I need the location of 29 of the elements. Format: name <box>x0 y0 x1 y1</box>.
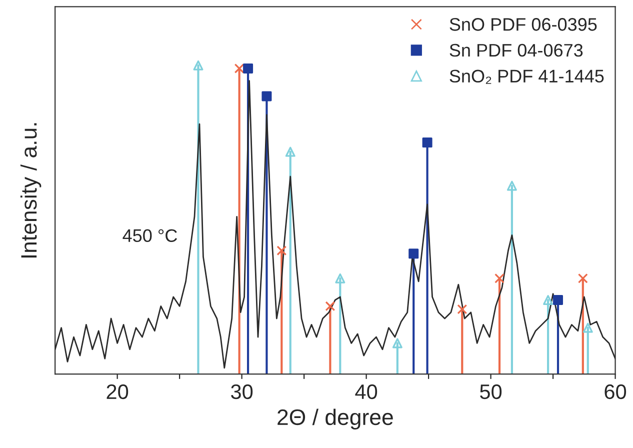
point <box>285 146 296 157</box>
point <box>276 246 287 256</box>
x-axis-title: 2Θ / degree <box>278 408 393 430</box>
point <box>193 60 204 70</box>
point <box>553 294 564 305</box>
point <box>578 273 588 284</box>
x-tick-label: 40 <box>355 384 378 400</box>
point <box>506 180 517 191</box>
x-tick-label: 20 <box>106 384 128 400</box>
point <box>408 248 419 259</box>
point <box>243 63 254 74</box>
point <box>543 294 554 305</box>
point <box>422 138 432 148</box>
point <box>582 322 593 333</box>
point <box>494 273 504 284</box>
x-tick-label: 30 <box>231 384 253 400</box>
y-axis-title: Intensity / a.u. <box>20 123 42 258</box>
point <box>325 301 336 312</box>
point <box>262 91 272 102</box>
x-tick-label: 60 <box>604 384 626 400</box>
x-tick-label: 50 <box>480 384 502 400</box>
legend-label: SnO PDF 06-0395 <box>450 18 597 31</box>
point <box>392 338 402 348</box>
legend-label: SnO₂ PDF 41-1445 <box>450 70 604 84</box>
annotation: 450 °C <box>122 229 178 242</box>
point <box>457 304 468 314</box>
point <box>335 273 346 284</box>
point <box>234 63 244 74</box>
legend-label: Sn PDF 04-0673 <box>450 44 583 57</box>
